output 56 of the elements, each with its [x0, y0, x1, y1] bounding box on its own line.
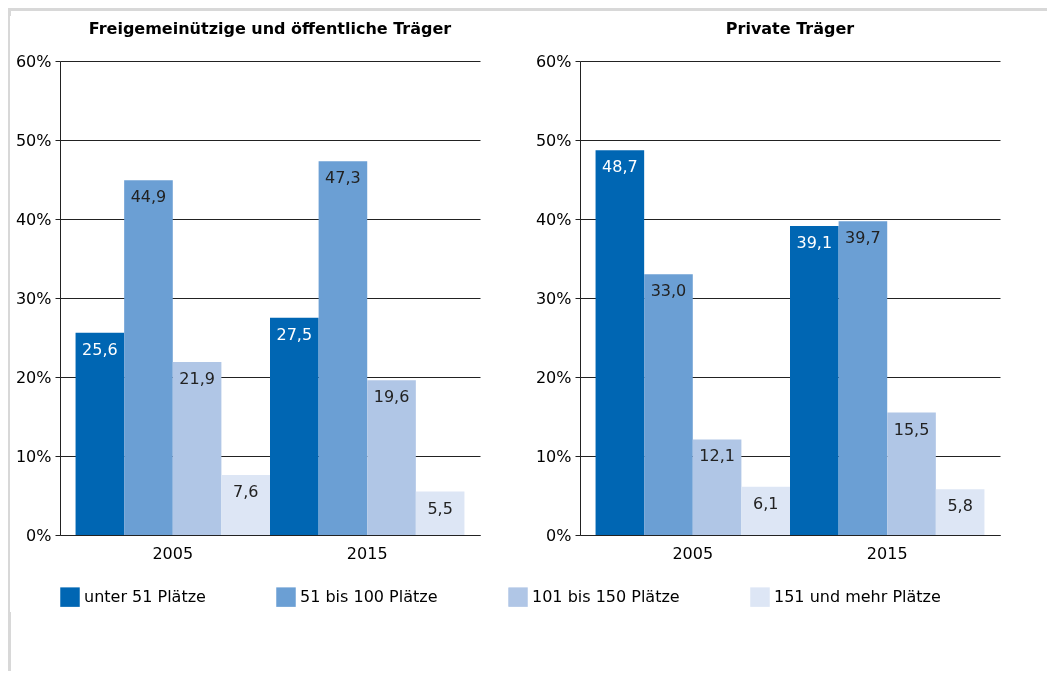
bar [741, 486, 790, 535]
y-tick-label: 20% [535, 367, 572, 387]
data-label: 6,1 [752, 493, 779, 513]
y-tick-label: 50% [535, 130, 572, 150]
data-label: 47,3 [325, 168, 361, 188]
data-label: 48,7 [602, 157, 638, 177]
bar [887, 412, 936, 535]
data-label: 7,6 [232, 481, 259, 501]
y-tick-label: 30% [535, 288, 572, 308]
y-tick-label: 40% [15, 209, 52, 229]
legend-label: unter 51 Plätze [84, 587, 206, 607]
y-tick-label: 50% [15, 130, 52, 150]
y-tick-label: 10% [15, 446, 52, 466]
bar [935, 489, 985, 535]
bar [221, 474, 270, 535]
bar [318, 161, 368, 535]
y-tick-label: 0% [26, 525, 52, 545]
data-label: 25,6 [82, 339, 118, 359]
x-tick-label: 2005 [152, 543, 194, 563]
bar [367, 380, 416, 535]
bar [172, 361, 222, 535]
legend-label: 101 bis 150 Plätze [532, 587, 680, 607]
y-tick-label: 60% [535, 51, 572, 71]
y-tick-label: 60% [15, 51, 52, 71]
bar [838, 221, 888, 535]
data-label: 12,1 [699, 446, 735, 466]
bar [644, 274, 693, 535]
y-tick-label: 10% [535, 446, 572, 466]
legend-label: 51 bis 100 Plätze [300, 587, 438, 607]
legend-label: 151 und mehr Plätze [774, 587, 941, 607]
data-label: 44,9 [130, 187, 167, 207]
bar [124, 180, 173, 535]
chart-title: Freigemeinützige und öffentliche Träger [88, 19, 452, 38]
bar [270, 317, 319, 535]
x-tick-label: 2015 [346, 543, 388, 563]
data-label: 19,6 [373, 387, 410, 407]
bar [790, 226, 839, 535]
y-tick-label: 30% [15, 288, 52, 308]
x-tick-label: 2005 [672, 543, 714, 563]
data-label: 39,1 [796, 233, 833, 253]
y-tick-label: 40% [535, 209, 572, 229]
data-label: 39,7 [845, 228, 881, 248]
data-label: 5,5 [427, 498, 453, 518]
bar [415, 491, 465, 535]
bar [692, 439, 742, 535]
y-tick-label: 0% [546, 525, 572, 545]
chart-title: Private Träger [725, 19, 855, 38]
y-tick-label: 20% [15, 367, 52, 387]
bar [595, 150, 645, 535]
bar [75, 332, 125, 535]
x-tick-label: 2015 [866, 543, 908, 563]
data-label: 5,8 [947, 496, 973, 516]
data-label: 27,5 [276, 324, 313, 344]
data-label: 33,0 [650, 281, 687, 301]
data-label: 15,5 [893, 419, 930, 439]
data-label: 21,9 [179, 368, 215, 388]
